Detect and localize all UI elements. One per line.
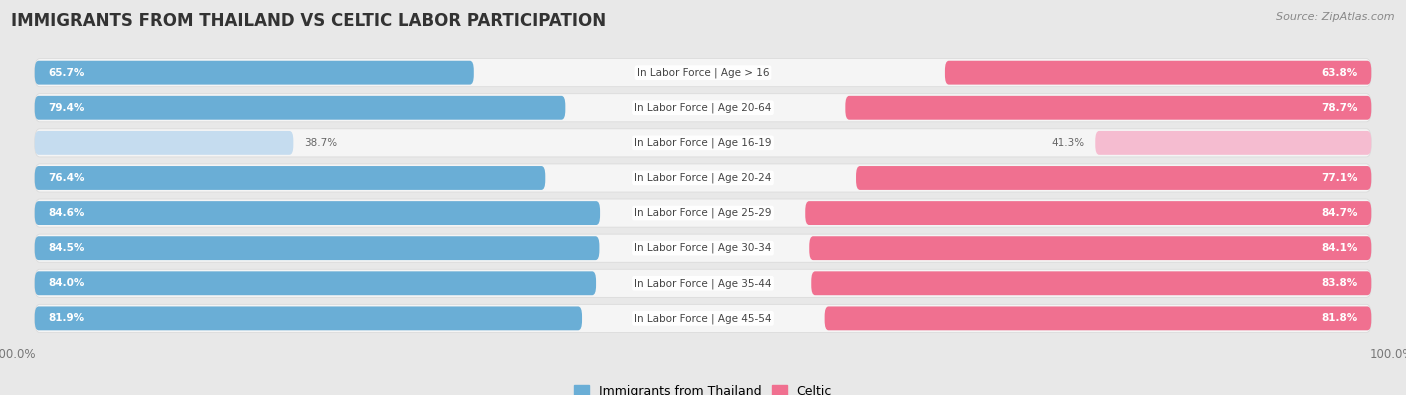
Text: 84.1%: 84.1% <box>1322 243 1358 253</box>
Legend: Immigrants from Thailand, Celtic: Immigrants from Thailand, Celtic <box>569 380 837 395</box>
FancyBboxPatch shape <box>35 61 474 85</box>
Text: 79.4%: 79.4% <box>48 103 84 113</box>
Text: 77.1%: 77.1% <box>1322 173 1358 183</box>
FancyBboxPatch shape <box>856 166 1371 190</box>
Text: In Labor Force | Age 30-34: In Labor Force | Age 30-34 <box>634 243 772 254</box>
FancyBboxPatch shape <box>35 201 600 225</box>
FancyBboxPatch shape <box>811 271 1371 295</box>
FancyBboxPatch shape <box>945 61 1371 85</box>
Text: IMMIGRANTS FROM THAILAND VS CELTIC LABOR PARTICIPATION: IMMIGRANTS FROM THAILAND VS CELTIC LABOR… <box>11 12 606 30</box>
FancyBboxPatch shape <box>35 304 1371 333</box>
Text: 76.4%: 76.4% <box>48 173 84 183</box>
Text: 41.3%: 41.3% <box>1052 138 1084 148</box>
FancyBboxPatch shape <box>35 164 1371 192</box>
FancyBboxPatch shape <box>845 96 1371 120</box>
Text: In Labor Force | Age 20-64: In Labor Force | Age 20-64 <box>634 103 772 113</box>
FancyBboxPatch shape <box>35 234 1371 262</box>
FancyBboxPatch shape <box>35 58 1371 87</box>
Text: 38.7%: 38.7% <box>304 138 337 148</box>
FancyBboxPatch shape <box>35 166 546 190</box>
FancyBboxPatch shape <box>35 199 1371 227</box>
Text: In Labor Force | Age 25-29: In Labor Force | Age 25-29 <box>634 208 772 218</box>
Text: 63.8%: 63.8% <box>1322 68 1358 78</box>
Text: Source: ZipAtlas.com: Source: ZipAtlas.com <box>1277 12 1395 22</box>
FancyBboxPatch shape <box>806 201 1371 225</box>
FancyBboxPatch shape <box>35 131 294 155</box>
Text: In Labor Force | Age 20-24: In Labor Force | Age 20-24 <box>634 173 772 183</box>
FancyBboxPatch shape <box>1095 131 1371 155</box>
FancyBboxPatch shape <box>825 307 1371 330</box>
Text: In Labor Force | Age 16-19: In Labor Force | Age 16-19 <box>634 137 772 148</box>
FancyBboxPatch shape <box>810 236 1371 260</box>
Text: 65.7%: 65.7% <box>48 68 84 78</box>
Text: 81.8%: 81.8% <box>1322 313 1358 324</box>
Text: In Labor Force | Age 35-44: In Labor Force | Age 35-44 <box>634 278 772 288</box>
Text: In Labor Force | Age 45-54: In Labor Force | Age 45-54 <box>634 313 772 324</box>
FancyBboxPatch shape <box>35 271 596 295</box>
FancyBboxPatch shape <box>35 129 1371 157</box>
FancyBboxPatch shape <box>35 94 1371 122</box>
Text: 84.5%: 84.5% <box>48 243 84 253</box>
FancyBboxPatch shape <box>35 236 599 260</box>
Text: In Labor Force | Age > 16: In Labor Force | Age > 16 <box>637 68 769 78</box>
Text: 84.7%: 84.7% <box>1322 208 1358 218</box>
Text: 84.0%: 84.0% <box>48 278 84 288</box>
FancyBboxPatch shape <box>35 96 565 120</box>
Text: 83.8%: 83.8% <box>1322 278 1358 288</box>
Text: 78.7%: 78.7% <box>1322 103 1358 113</box>
FancyBboxPatch shape <box>35 307 582 330</box>
FancyBboxPatch shape <box>35 269 1371 297</box>
Text: 81.9%: 81.9% <box>48 313 84 324</box>
Text: 84.6%: 84.6% <box>48 208 84 218</box>
